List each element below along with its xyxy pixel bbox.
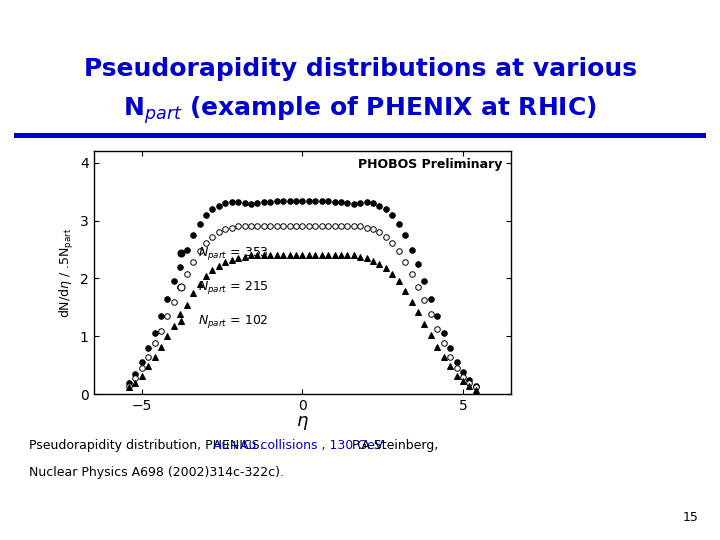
Text: Pseudorapidity distribution, PHENICS.: Pseudorapidity distribution, PHENICS.: [29, 439, 267, 452]
Y-axis label: dN/d$\eta$ / .5N$_\mathregular{part}$: dN/d$\eta$ / .5N$_\mathregular{part}$: [58, 227, 76, 318]
Text: $N_{part}$ = 215: $N_{part}$ = 215: [198, 279, 269, 296]
Text: N$_{part}$ (example of PHENIX at RHIC): N$_{part}$ (example of PHENIX at RHIC): [123, 94, 597, 126]
Text: Au+Au collisions , 130 GeV.: Au+Au collisions , 130 GeV.: [213, 439, 386, 452]
Text: PHOBOS Preliminary: PHOBOS Preliminary: [359, 159, 503, 172]
Text: Pseudorapidity distributions at various: Pseudorapidity distributions at various: [84, 57, 636, 80]
Text: Nuclear Physics A698 (2002)314c-322c).: Nuclear Physics A698 (2002)314c-322c).: [29, 466, 284, 479]
Text: $N_{part}$ = 353: $N_{part}$ = 353: [198, 245, 269, 262]
Text: $N_{part}$ = 102: $N_{part}$ = 102: [198, 313, 269, 330]
X-axis label: $\eta$: $\eta$: [296, 415, 309, 433]
Text: 15: 15: [683, 511, 698, 524]
Text: P.A.Steinberg,: P.A.Steinberg,: [344, 439, 438, 452]
